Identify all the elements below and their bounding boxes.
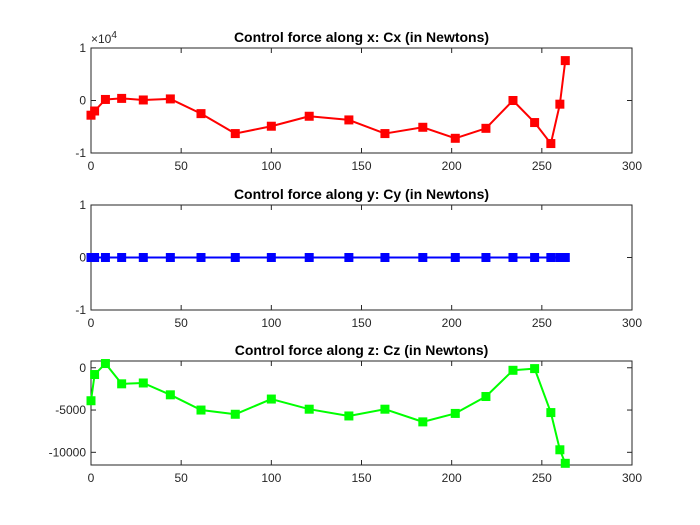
cz-ytick-label: -5000 xyxy=(55,403,86,417)
cy-data-point xyxy=(100,253,110,262)
cz-data-point xyxy=(344,411,354,421)
cy-data-point xyxy=(508,253,518,262)
cy-data-point xyxy=(418,253,428,262)
cx-data-point xyxy=(165,94,175,104)
cx-data-point xyxy=(138,95,148,105)
cy-data-point xyxy=(380,253,390,262)
cz-data-point xyxy=(165,390,175,400)
cz-data-point xyxy=(530,364,540,374)
cy-data-point xyxy=(481,253,491,262)
cx-data-point xyxy=(508,96,518,105)
cz-data-point xyxy=(450,408,460,418)
cx-data-point xyxy=(546,139,556,149)
cy-xtick-label: 50 xyxy=(174,316,188,330)
cx-data-point xyxy=(90,106,100,116)
cy-data-point xyxy=(165,253,175,262)
cx-xtick-label: 200 xyxy=(442,159,462,173)
cz-data-point xyxy=(546,408,556,418)
cz-xtick-label: 250 xyxy=(532,471,552,485)
cz-data-point xyxy=(100,359,110,369)
cz-xtick-label: 300 xyxy=(622,471,642,485)
cx-data-point xyxy=(196,109,206,119)
cz-data-point xyxy=(138,378,148,388)
cx-xtick-label: 100 xyxy=(261,159,281,173)
cy-data-point xyxy=(344,253,354,262)
cx-data-point xyxy=(560,56,570,66)
cz-data-point xyxy=(418,417,428,427)
cz-data-point xyxy=(560,458,570,468)
cx-data-point xyxy=(344,115,354,125)
cx-data-point xyxy=(117,93,127,103)
cy-data-point xyxy=(530,253,540,262)
cy-data-point xyxy=(304,253,314,262)
cz-data-point xyxy=(90,370,100,380)
cx-xtick-label: 50 xyxy=(174,159,188,173)
cx-ytick-label: -1 xyxy=(75,146,86,160)
cz-data-point xyxy=(117,379,127,389)
cx-exponent-power: 4 xyxy=(111,30,117,41)
cz-data-point xyxy=(555,445,565,455)
cy-ytick-label: -1 xyxy=(75,303,86,317)
cz-ytick-label: 0 xyxy=(79,361,86,375)
cy-ytick-label: 0 xyxy=(79,251,86,265)
cz-xtick-label: 200 xyxy=(442,471,462,485)
cx-xtick-label: 250 xyxy=(532,159,552,173)
cx-data-point xyxy=(230,129,240,139)
cx-data-point xyxy=(100,94,110,104)
cz-ytick-label: -10000 xyxy=(49,445,87,459)
cx-axes-box xyxy=(90,47,633,154)
subplot-cz: 0 50 100 150 200 250 300 -10000 -5000 0 Control fo… xyxy=(49,342,643,485)
cz-data-point xyxy=(86,396,96,406)
cx-exponent-label: ×104 xyxy=(91,30,117,46)
cx-data-point xyxy=(481,123,491,133)
cx-ytick-label: 0 xyxy=(79,94,86,108)
cz-data-point xyxy=(266,394,276,404)
cx-title: Control force along x: Cx (in Newtons) xyxy=(234,29,489,45)
cy-data-point xyxy=(546,253,556,262)
cy-title: Control force along y: Cy (in Newtons) xyxy=(234,186,489,202)
cy-data-point xyxy=(266,253,276,262)
cy-data-point xyxy=(560,253,570,262)
cz-xtick-label: 100 xyxy=(261,471,281,485)
cx-data-point xyxy=(418,122,428,132)
cz-xtick-label: 50 xyxy=(174,471,188,485)
cz-xtick-label: 150 xyxy=(351,471,371,485)
cy-xtick-label: 250 xyxy=(532,316,552,330)
cz-data-point xyxy=(508,365,518,375)
cy-xtick-label: 0 xyxy=(88,316,95,330)
cy-data-point xyxy=(138,253,148,262)
cx-data-point xyxy=(530,118,540,128)
cx-data-point xyxy=(380,129,390,139)
cy-data-point xyxy=(196,253,206,262)
cx-exponent-base: ×10 xyxy=(91,32,112,46)
cx-data-point xyxy=(304,111,314,121)
cy-data-point xyxy=(230,253,240,262)
cz-data-point xyxy=(481,392,491,402)
cz-data-point xyxy=(230,409,240,419)
cx-xtick-label: 150 xyxy=(351,159,371,173)
cx-data-point xyxy=(266,121,276,131)
cx-data-point xyxy=(450,133,460,143)
cx-ytick-label: 1 xyxy=(79,41,86,55)
cx-xtick-label: 0 xyxy=(88,159,95,173)
cz-data-point xyxy=(304,404,314,414)
subplot-cx: 0 50 100 150 200 250 300-101×104 Control force … xyxy=(75,29,642,173)
cx-data-point xyxy=(555,99,565,109)
cy-xtick-label: 100 xyxy=(261,316,281,330)
cy-xtick-label: 300 xyxy=(622,316,642,330)
cy-xtick-label: 200 xyxy=(442,316,462,330)
cy-data-point xyxy=(555,253,565,262)
cz-xtick-label: 0 xyxy=(88,471,95,485)
cz-title: Control force along z: Cz (in Newtons) xyxy=(235,342,489,358)
cx-xtick-label: 300 xyxy=(622,159,642,173)
cy-data-point xyxy=(90,253,100,262)
cz-data-point xyxy=(196,405,206,415)
cy-ytick-label: 1 xyxy=(79,198,86,212)
cy-data-point xyxy=(117,253,127,262)
cy-xtick-label: 150 xyxy=(351,316,371,330)
cy-data-point xyxy=(450,253,460,262)
cz-data-point xyxy=(380,404,390,414)
